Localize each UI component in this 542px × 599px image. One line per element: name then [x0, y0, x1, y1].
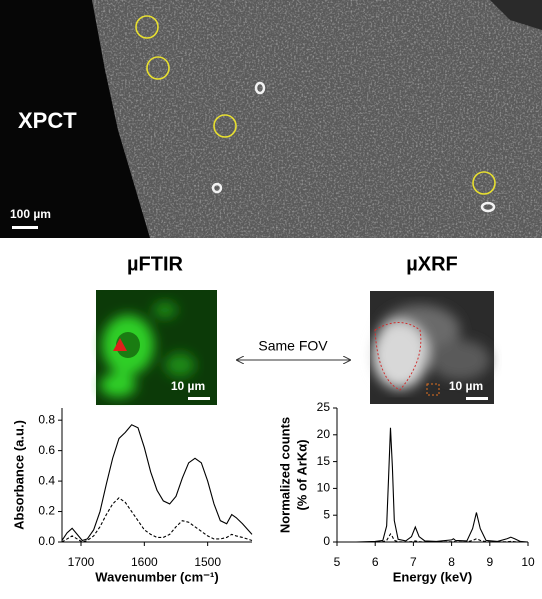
y-tick-label: 10	[317, 481, 331, 495]
x-tick-label: 9	[486, 555, 493, 569]
x-tick-label: 10	[521, 555, 535, 569]
y-tick-label: 0	[323, 534, 330, 548]
scale-bar-label: 100 µm	[10, 207, 51, 221]
x-tick-label: 1600	[131, 555, 158, 569]
image-label: XPCT	[18, 108, 77, 133]
y-tick-label: 0.8	[38, 412, 55, 426]
spectrum-line	[61, 424, 253, 542]
xrf-image: 10 µm	[370, 291, 494, 404]
ftir-image: 10 µm	[96, 290, 217, 405]
xrf-title: µXRF	[406, 253, 458, 275]
scale-bar-label: 10 µm	[171, 379, 205, 393]
spectrum-line	[337, 532, 528, 543]
spectrum-line	[61, 497, 253, 543]
y-tick-label: 15	[317, 454, 331, 468]
y-tick-label: 0.2	[38, 504, 55, 518]
scale-bar	[12, 226, 38, 229]
xpct-image: XPCT 100 µm	[0, 0, 542, 238]
y-tick-label: 20	[317, 427, 331, 441]
y-axis-label: Absorbance (a.u.)	[11, 420, 26, 530]
x-tick-label: 1700	[68, 555, 95, 569]
x-tick-label: 6	[372, 555, 379, 569]
x-axis-label: Energy (keV)	[393, 569, 472, 584]
y-tick-label: 0.0	[38, 534, 55, 548]
ftir-title: µFTIR	[127, 253, 184, 275]
x-tick-label: 8	[448, 555, 455, 569]
x-tick-label: 5	[334, 555, 341, 569]
y-tick-label: 25	[317, 400, 331, 414]
y-tick-label: 0.4	[38, 473, 55, 487]
x-axis-label: Wavenumber (cm⁻¹)	[95, 569, 218, 584]
spectrum-line	[337, 427, 529, 543]
scale-bar	[188, 397, 210, 400]
y-axis-label: Normalized counts	[277, 417, 292, 533]
x-tick-label: 1500	[194, 555, 221, 569]
y-axis-label: (% of ArKα)	[294, 439, 309, 510]
x-tick-label: 7	[410, 555, 417, 569]
scale-bar	[466, 397, 488, 400]
y-tick-label: 0.6	[38, 443, 55, 457]
comparison-label: Same FOV	[258, 338, 328, 354]
y-tick-label: 5	[323, 507, 330, 521]
scale-bar-label: 10 µm	[449, 379, 483, 393]
